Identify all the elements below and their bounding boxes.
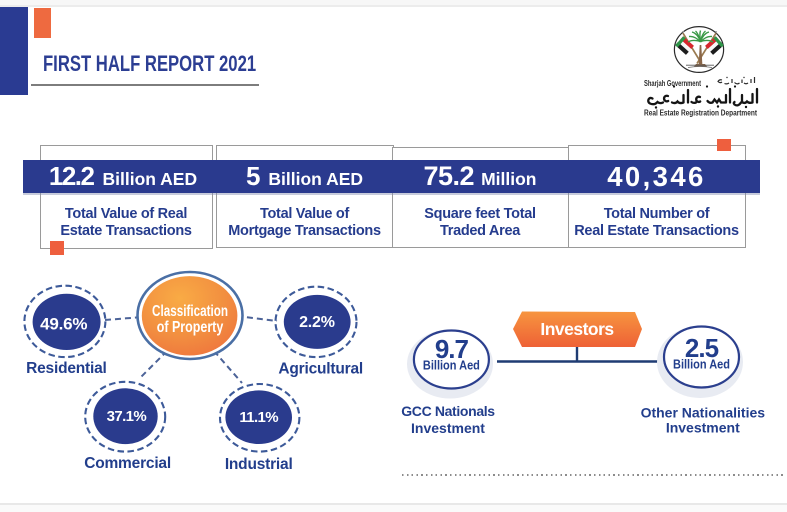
svg-text:Billion Aed: Billion Aed	[673, 357, 730, 372]
svg-text:11.1%: 11.1%	[239, 409, 278, 426]
svg-text:Industrial: Industrial	[225, 456, 293, 473]
svg-text:Agricultural: Agricultural	[278, 361, 363, 378]
svg-text:49.6%: 49.6%	[40, 314, 87, 333]
svg-text:9.7: 9.7	[435, 334, 469, 364]
svg-text:Investment: Investment	[666, 420, 740, 436]
svg-text:Investment: Investment	[411, 420, 485, 436]
svg-text:2.5: 2.5	[685, 333, 719, 363]
svg-text:Classification: Classification	[152, 303, 228, 320]
svg-text:2.2%: 2.2%	[299, 314, 335, 331]
svg-text:GCC Nationals: GCC Nationals	[401, 403, 495, 419]
svg-text:Investors: Investors	[540, 319, 614, 339]
svg-text:Billion Aed: Billion Aed	[423, 358, 480, 373]
svg-text:Real Estate Registration Depar: Real Estate Registration Department	[644, 108, 757, 118]
svg-text:Commercial: Commercial	[84, 455, 171, 472]
svg-text:of Property: of Property	[157, 319, 224, 336]
svg-text:Other Nationalities: Other Nationalities	[641, 405, 766, 421]
svg-text:Residential: Residential	[26, 360, 107, 377]
svg-text:37.1%: 37.1%	[107, 408, 147, 425]
svg-text:Sharjah Government: Sharjah Government	[644, 79, 701, 88]
